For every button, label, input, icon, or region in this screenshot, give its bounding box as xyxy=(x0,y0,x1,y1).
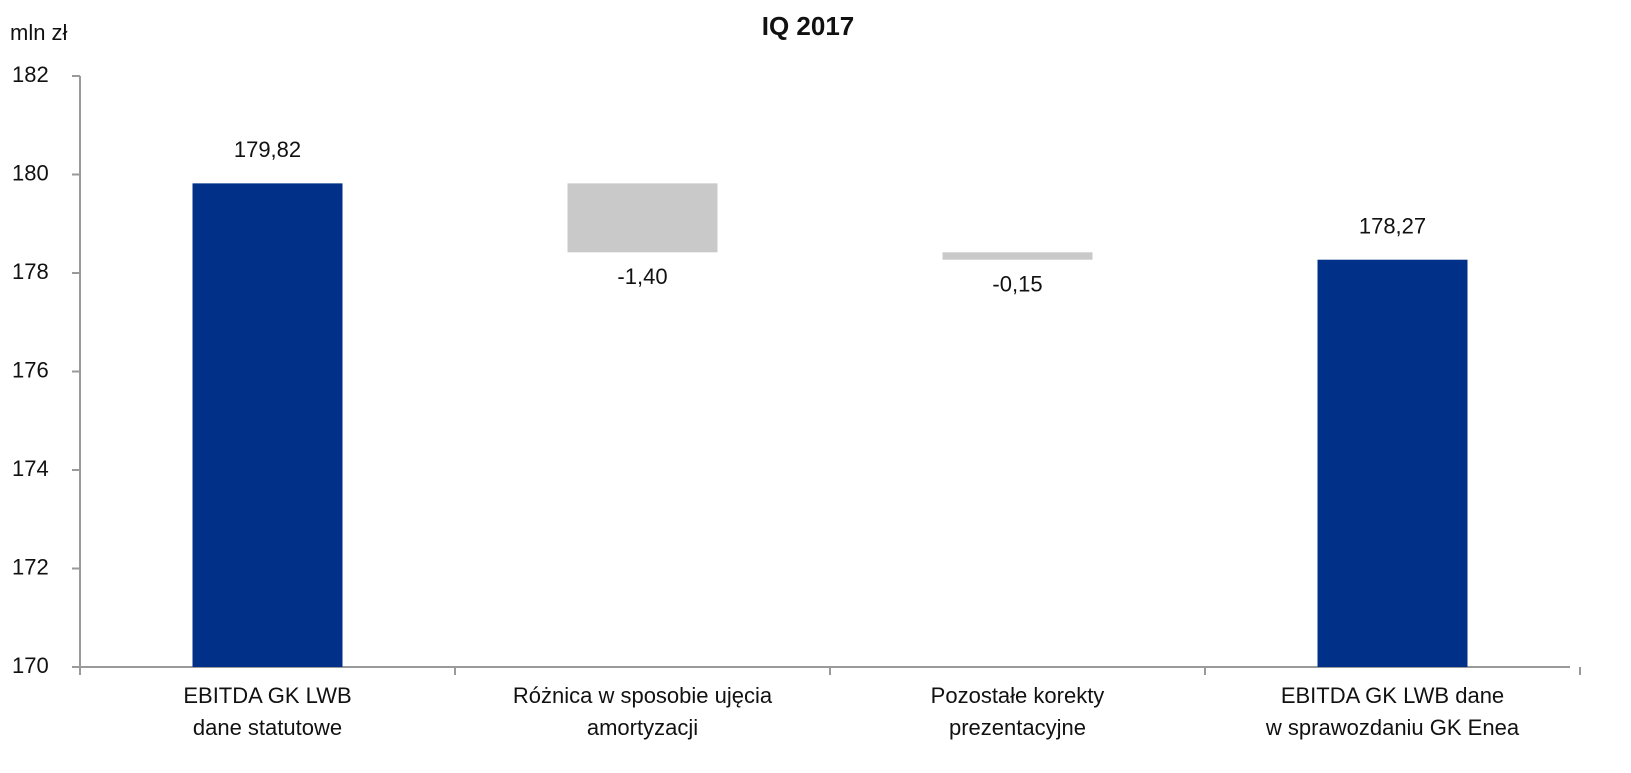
total-bar xyxy=(1317,259,1468,667)
y-tick-label: 178 xyxy=(12,259,49,284)
x-tick-label: Pozostałe korekty xyxy=(931,683,1105,708)
y-tick-label: 176 xyxy=(12,357,49,382)
y-tick-label: 182 xyxy=(12,62,49,87)
value-label: 179,82 xyxy=(234,137,301,162)
y-tick-label: 174 xyxy=(12,456,49,481)
y-tick-label: 180 xyxy=(12,160,49,185)
y-axis-label: mln zł xyxy=(10,20,68,45)
value-label: 178,27 xyxy=(1359,214,1426,239)
value-label: -1,40 xyxy=(617,264,667,289)
x-tick-label: prezentacyjne xyxy=(949,715,1086,740)
chart-title: IQ 2017 xyxy=(762,11,855,41)
y-tick-label: 170 xyxy=(12,653,49,678)
x-tick-label: EBITDA GK LWB dane xyxy=(1281,683,1504,708)
x-tick-label: amortyzacji xyxy=(587,715,698,740)
delta-bar xyxy=(567,183,718,253)
x-tick-label: dane statutowe xyxy=(193,715,342,740)
total-bar xyxy=(192,183,343,668)
x-tick-label: Różnica w sposobie ujęcia xyxy=(513,683,773,708)
value-label: -0,15 xyxy=(992,272,1042,297)
x-tick-label: EBITDA GK LWB xyxy=(183,683,351,708)
delta-bar xyxy=(942,252,1093,260)
y-tick-label: 172 xyxy=(12,554,49,579)
x-tick-label: w sprawozdaniu GK Enea xyxy=(1265,715,1520,740)
